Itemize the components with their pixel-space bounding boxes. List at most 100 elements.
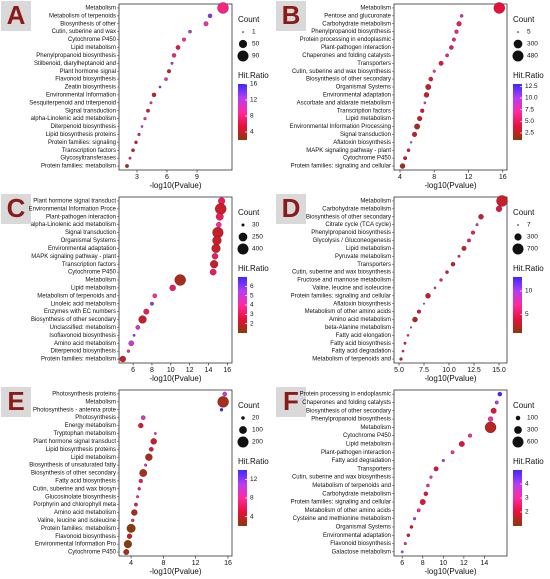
colorbar-tick-label: 10 xyxy=(525,288,533,295)
panel-letter: C xyxy=(7,193,26,223)
panel: F 6 8 10 12 14 -log10(Pvalue) Protein processin… xyxy=(276,386,544,576)
panel-letter: D xyxy=(282,193,301,223)
bubble xyxy=(467,433,473,438)
colorbar-tick-label: 8 xyxy=(250,113,254,120)
category-label: Porphyrin and chlorophyll meta xyxy=(33,502,116,508)
x-tick-label: 8 xyxy=(161,560,165,567)
category-label: Transporters xyxy=(357,262,391,268)
category-label: Sesquiterpenoid and triterpenoid xyxy=(29,100,116,106)
size-legend-mark xyxy=(238,232,248,242)
category-label: Plant hormone signal transduct xyxy=(33,199,116,205)
category-label: Aflatoxin biosynthesis xyxy=(333,140,391,146)
category-label: Flavonoid biosynthesis xyxy=(55,77,116,83)
bubble xyxy=(138,422,144,429)
category-label: Biosynthesis of other secondary xyxy=(306,214,391,220)
colorbar-tick-label: 8 xyxy=(250,495,254,502)
size-legend-mark xyxy=(237,50,249,62)
bubble xyxy=(134,502,138,507)
colorbar-tick-label: 4 xyxy=(250,129,254,136)
category-label: Citrate cycle (TCA cycle) xyxy=(325,222,391,228)
bubble xyxy=(123,540,132,549)
bubble xyxy=(475,223,479,227)
bubble xyxy=(152,293,158,299)
category-label: Metabolism xyxy=(85,278,116,284)
category-label: Tryptophan metabolism xyxy=(54,431,116,437)
category-label: Zeatin biosynthesis xyxy=(65,85,116,91)
category-label: Lipid metabolism xyxy=(346,442,391,448)
size-legend-mark xyxy=(517,31,519,33)
bubble xyxy=(432,69,436,73)
colorbar-tick-label: 4 xyxy=(250,302,254,309)
category-label: Organismal Systems xyxy=(336,525,391,531)
size-legend-label: 100 xyxy=(527,415,538,422)
category-label: Valine, leucine and isoleucine xyxy=(312,285,391,291)
category-label: Valine, leucine and isoleucine xyxy=(37,518,116,524)
bubble xyxy=(454,29,459,34)
bubble xyxy=(409,326,413,329)
category-label: Metabolism xyxy=(360,6,391,12)
bubble xyxy=(219,408,224,412)
category-label: Plant-pathogen interaction xyxy=(46,214,116,220)
bubble xyxy=(467,238,471,243)
x-axis-title: -log10(Pvalue) xyxy=(149,567,201,576)
bubble xyxy=(212,235,222,246)
category-label: Phenylpropanoid biosynthesis xyxy=(311,417,391,423)
colorbar-tick-label: 3 xyxy=(250,311,254,318)
category-label: Fructose and mannose metabolism xyxy=(297,278,391,284)
category-label: Transporters xyxy=(357,466,391,472)
category-label: Biosynthesis of other xyxy=(60,21,116,27)
category-label: Flavonoid biosynthesis xyxy=(330,541,391,547)
bubble xyxy=(150,301,154,306)
bubble xyxy=(478,214,484,220)
bubble xyxy=(461,245,467,251)
category-label: Amino acid metabolism xyxy=(54,341,116,347)
bubble xyxy=(140,125,144,128)
bubble xyxy=(136,495,140,499)
size-legend-label: 400 xyxy=(252,246,263,253)
panel-letter: A xyxy=(7,0,26,30)
bubble xyxy=(131,509,138,516)
bubble xyxy=(403,541,407,546)
category-label: Cysteine and methionine metabolism xyxy=(293,516,391,522)
bubble xyxy=(426,483,430,488)
x-tick-label: 5.0 xyxy=(394,367,404,374)
category-label: Biosynthesis of other secondary xyxy=(306,77,391,83)
category-label: Protein families: signaling xyxy=(48,140,116,146)
bubble xyxy=(126,533,133,539)
category-label: Cytochrome P450 xyxy=(343,433,392,439)
bubble xyxy=(126,523,136,533)
x-tick-label: 6 xyxy=(165,174,169,181)
x-tick-label: 10 xyxy=(167,367,175,374)
category-label: Metabolism of other amino acids xyxy=(305,309,391,315)
colorbar xyxy=(238,470,247,526)
category-label: Biosynthesis of other secondary xyxy=(31,317,116,323)
bubble xyxy=(143,117,147,121)
bubble xyxy=(153,432,157,435)
size-legend-mark xyxy=(512,436,524,448)
category-label: Environmental Information Processing xyxy=(290,124,391,130)
category-label: Carbohydrate metabolism xyxy=(322,206,391,212)
category-label: Metabolism of other amino acids xyxy=(305,508,391,514)
bubble xyxy=(423,491,429,496)
size-legend-mark xyxy=(241,416,245,420)
x-tick-label: 12 xyxy=(460,560,468,567)
colorbar xyxy=(238,84,247,140)
size-legend-label: 250 xyxy=(252,234,263,241)
colorbar xyxy=(238,277,247,333)
x-tick-label: 16 xyxy=(224,560,232,567)
bubble xyxy=(409,525,414,529)
category-label: Metabolism xyxy=(360,425,391,431)
bubble xyxy=(140,415,146,420)
plot-frame xyxy=(118,3,233,171)
size-legend-label: 5 xyxy=(527,29,531,36)
category-label: Amino acid metabolism xyxy=(54,510,116,516)
colorbar-tick-label: 4 xyxy=(525,481,529,488)
category-label: Cytochrome P450 xyxy=(68,550,117,556)
bubble xyxy=(423,101,427,105)
bubble xyxy=(207,13,213,19)
panel-letter-box xyxy=(276,194,306,224)
category-label: Lipid metabolism xyxy=(71,285,116,291)
bubble xyxy=(167,69,171,74)
category-label: Cutin, suberine and wax biosynthesis xyxy=(292,475,391,481)
